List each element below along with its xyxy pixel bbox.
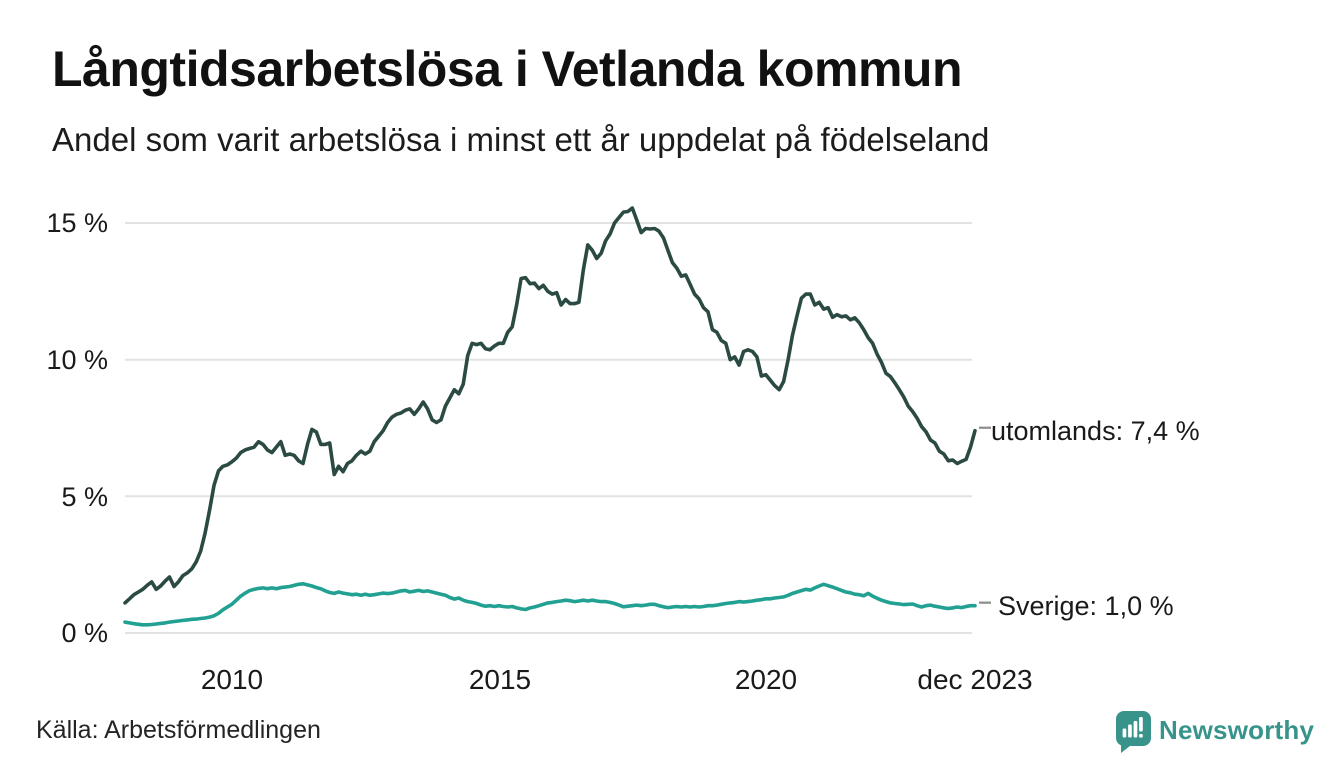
y-axis-tick-10: 10 % — [46, 345, 108, 375]
brand-lockup: Newsworthy — [1116, 711, 1314, 753]
x-axis-tick-2015: 2015 — [468, 664, 532, 695]
series-line-utomlands — [123, 206, 977, 605]
y-axis-tick-0: 0 % — [61, 618, 108, 648]
series-end-label-utomlands: utomlands: 7,4 % — [991, 416, 1200, 446]
source-note: Källa: Arbetsförmedlingen — [36, 716, 321, 744]
y-axis-tick-5: 5 % — [61, 482, 108, 512]
x-axis-tick-2010: 2010 — [200, 664, 264, 695]
y-axis-tick-15: 15 % — [46, 208, 108, 238]
x-axis-tick-2020: 2020 — [734, 664, 798, 695]
newsworthy-logo-icon — [1116, 711, 1151, 753]
chart-subtitle: Andel som varit arbetslösa i minst ett å… — [52, 121, 990, 158]
series-end-label-sverige: Sverige: 1,0 % — [998, 591, 1174, 621]
page-title: Långtidsarbetslösa i Vetlanda kommun — [52, 41, 963, 97]
series-line-sverige — [123, 581, 977, 627]
brand-name: Newsworthy — [1159, 715, 1315, 745]
x-axis-tick-dec-2023: dec 2023 — [917, 664, 1033, 695]
